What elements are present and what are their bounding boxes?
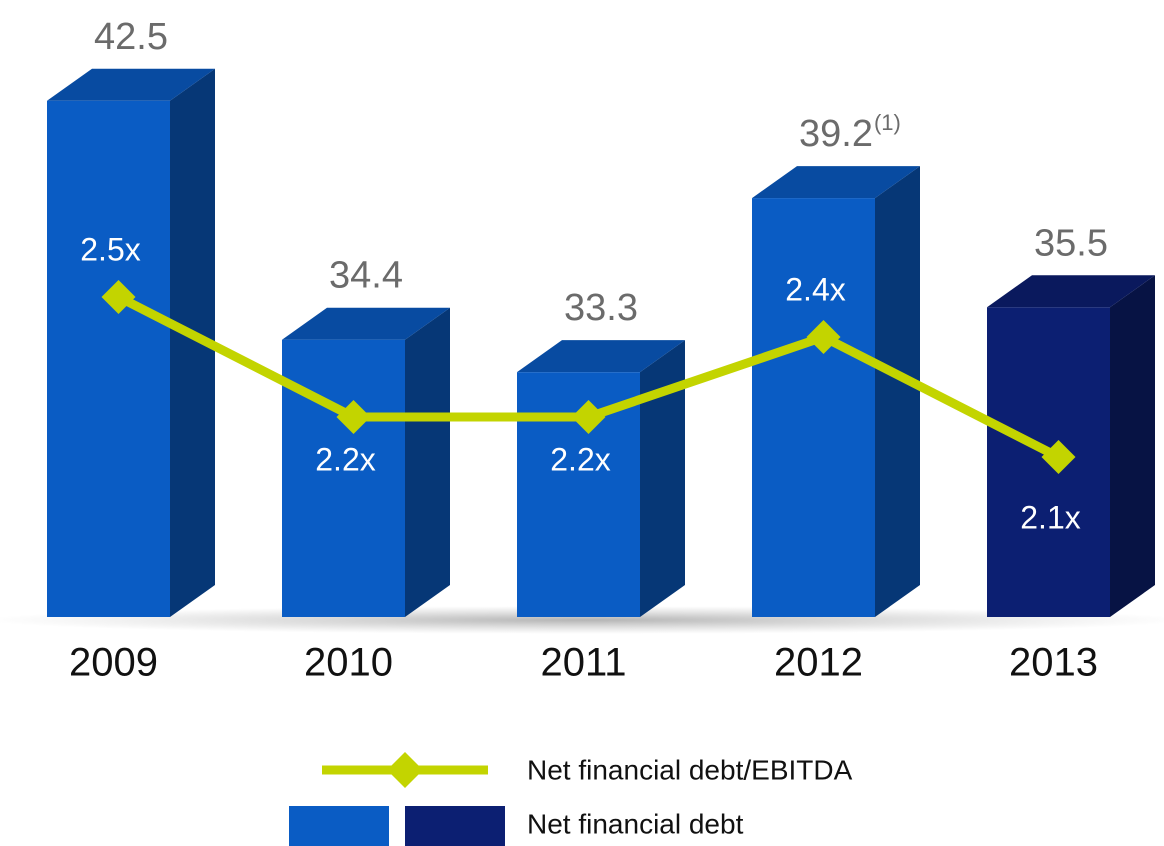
bar-top [517, 340, 685, 373]
x-tick-label: 2013 [1009, 641, 1098, 685]
bar-value-label: 34.4 [329, 255, 403, 297]
legend-label: Net financial debt [527, 808, 744, 839]
bar [47, 100, 170, 617]
bar-value-label: 35.5 [1034, 222, 1108, 264]
line-marker [571, 400, 606, 434]
bar-side [1110, 275, 1155, 617]
bar [282, 339, 405, 617]
legend-label: Net financial debt/EBITDA [527, 754, 853, 785]
bar-side [170, 68, 215, 617]
bar-top [282, 307, 450, 340]
bar-side [405, 307, 450, 617]
legend-swatch [289, 806, 389, 846]
bar-top [987, 275, 1155, 308]
line-marker [1041, 440, 1076, 474]
bar-top [752, 166, 920, 199]
bar-side [875, 166, 920, 617]
bar-value-label: 33.3 [564, 287, 638, 329]
line-marker [101, 280, 136, 314]
footnote-marker: (1) [874, 110, 901, 135]
bar-value-label: 42.5 [94, 16, 168, 58]
x-tick-label: 2011 [540, 641, 626, 685]
bar-side [640, 340, 685, 617]
x-tick-label: 2009 [69, 641, 158, 685]
line-value-label: 2.2x [315, 441, 375, 477]
legend-marker [387, 752, 423, 788]
line-marker [336, 400, 371, 434]
line-marker [806, 320, 841, 354]
line-value-label: 2.2x [550, 441, 610, 477]
line-value-label: 2.5x [80, 231, 140, 267]
line-value-label: 2.4x [785, 271, 845, 307]
bar [752, 198, 875, 617]
legend-swatch [405, 806, 505, 846]
bar-top [47, 68, 215, 101]
x-tick-label: 2010 [304, 641, 393, 685]
line-value-label: 2.1x [1020, 499, 1080, 535]
x-tick-label: 2012 [774, 641, 863, 685]
bar-value-label: 39.2 [799, 113, 873, 155]
